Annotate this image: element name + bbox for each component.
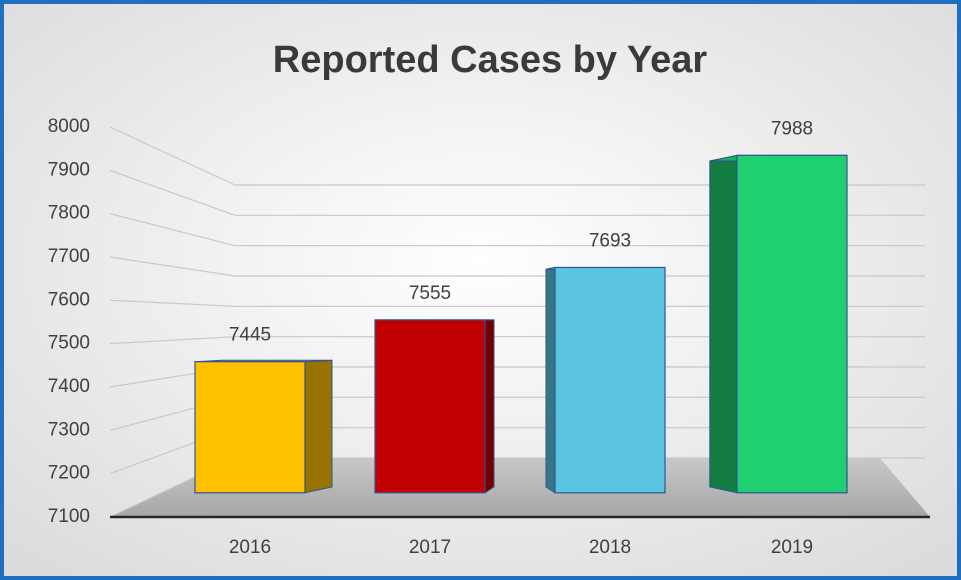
x-tick-label: 2018	[589, 537, 631, 558]
bar	[554, 266, 666, 494]
grid-line	[109, 169, 925, 216]
y-tick-label: 7800	[48, 203, 90, 224]
data-label: 7555	[409, 283, 451, 304]
y-tick-label: 8000	[48, 116, 90, 137]
data-label: 7445	[229, 325, 271, 346]
x-tick-label: 2019	[771, 537, 813, 558]
y-tick-label: 7600	[48, 289, 90, 310]
data-label: 7988	[771, 118, 813, 139]
bar	[374, 319, 486, 494]
grid-line	[109, 299, 925, 307]
grid-line	[109, 126, 925, 186]
grid-line	[109, 336, 925, 345]
grid-line	[109, 256, 925, 277]
y-tick-label: 7200	[48, 463, 90, 484]
grid-line	[109, 213, 925, 247]
y-tick-label: 7100	[48, 506, 90, 527]
y-tick-label: 7300	[48, 419, 90, 440]
bar-side	[304, 359, 333, 494]
x-tick-label: 2017	[409, 537, 451, 558]
chart-title: Reported Cases by Year	[273, 39, 708, 81]
y-tick-label: 7900	[48, 159, 90, 180]
y-tick-label: 7400	[48, 376, 90, 397]
y-tick-label: 7700	[48, 246, 90, 267]
data-label: 7693	[589, 230, 631, 251]
bars	[194, 154, 848, 494]
x-tick-label: 2016	[229, 537, 271, 558]
y-tick-label: 7500	[48, 333, 90, 354]
bar-side	[709, 154, 738, 494]
bar	[194, 361, 306, 494]
bar	[736, 154, 848, 494]
bar-side	[545, 266, 556, 494]
bar-side	[484, 319, 495, 494]
